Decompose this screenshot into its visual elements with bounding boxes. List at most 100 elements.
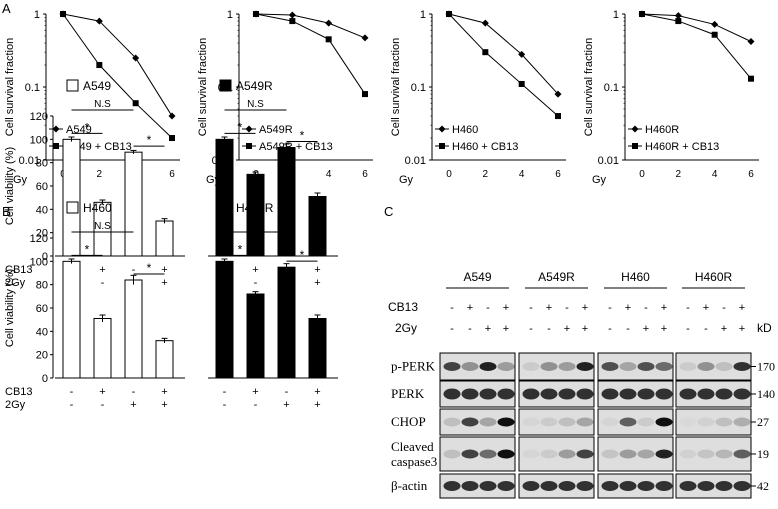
cell-line-label: A549R xyxy=(538,270,575,284)
blot-band xyxy=(576,388,594,400)
x-tick-label: 6 xyxy=(748,169,754,180)
blot-band xyxy=(637,417,655,427)
cb13-sign: - xyxy=(608,302,612,314)
sig-star: * xyxy=(147,261,152,275)
x-tick-label: 0 xyxy=(639,169,645,180)
blot-band xyxy=(461,449,479,459)
y-tick-label: 100 xyxy=(30,256,48,268)
cell-line-label: H460 xyxy=(621,270,650,284)
cb13-sign: + xyxy=(252,264,258,276)
gy-sign: + xyxy=(582,323,588,335)
kd-size-label: 170 xyxy=(757,360,775,374)
legend-swatch xyxy=(219,79,232,92)
row-label-cb13: CB13 xyxy=(388,300,418,314)
y-axis-label: Cell survival fraction xyxy=(197,38,209,136)
blot-band xyxy=(679,362,697,371)
blot-band xyxy=(558,362,576,371)
blot-band xyxy=(619,417,637,427)
blot-band xyxy=(655,417,673,427)
blot-band xyxy=(697,388,715,400)
gy-sign: + xyxy=(643,323,649,335)
data-point-square xyxy=(555,113,561,120)
bar xyxy=(155,220,174,257)
row-label-cb13: CB13 xyxy=(5,386,33,398)
cb13-sign: + xyxy=(625,302,631,314)
legend-marker-square xyxy=(246,143,252,149)
series-line xyxy=(62,13,173,117)
blot-band xyxy=(619,388,637,400)
kd-size-label: 19 xyxy=(757,447,769,461)
data-point-diamond xyxy=(325,19,333,27)
x-tick-label: 2 xyxy=(483,169,489,180)
blot-band xyxy=(679,481,697,491)
data-point-diamond xyxy=(554,90,562,98)
y-tick-label: 0.1 xyxy=(411,82,426,94)
cell-line-label: H460R xyxy=(695,270,733,284)
blot-band xyxy=(733,362,751,371)
y-tick-label: 80 xyxy=(36,280,48,292)
series-line xyxy=(641,13,752,42)
data-point-diamond xyxy=(288,11,296,19)
blot-band xyxy=(497,481,515,491)
gy-sign: - xyxy=(450,323,454,335)
legend-label: H460R xyxy=(645,124,679,136)
blot-band xyxy=(655,449,673,459)
legend-swatch xyxy=(219,201,232,214)
x-tick-label: 2 xyxy=(676,169,682,180)
data-point-square xyxy=(639,11,645,17)
gy-sign: - xyxy=(626,323,630,335)
sig-star: * xyxy=(85,242,90,256)
y-tick-label: 40 xyxy=(36,204,48,216)
blot-band xyxy=(619,449,637,459)
protein-label-line: PERK xyxy=(391,386,425,401)
data-point-square xyxy=(325,36,332,43)
blot-band xyxy=(679,388,697,400)
cb13-sign: - xyxy=(644,302,648,314)
survival-curves: 1 0.1 0.01 0 2 4 6 Gy Cell survival fraction A549… xyxy=(4,9,759,186)
gy-sign: + xyxy=(564,323,570,335)
protein-label: PERK xyxy=(391,386,425,401)
blot-band xyxy=(558,449,576,459)
x-tick-label: 6 xyxy=(169,169,175,180)
blot-band xyxy=(497,388,515,400)
panel-label-a: A xyxy=(2,1,11,16)
blot-band xyxy=(443,388,461,400)
y-tick-label: 120 xyxy=(30,233,48,245)
data-point-diamond xyxy=(674,12,682,20)
y-tick-label: 120 xyxy=(30,111,48,123)
y-axis-label: Cell survival fraction xyxy=(583,38,595,136)
legend-swatch xyxy=(66,201,79,214)
cb13-sign: - xyxy=(450,302,454,314)
y-tick-label: 0.01 xyxy=(405,155,426,167)
y-tick-label: 20 xyxy=(36,350,48,362)
legend-label: A549R + CB13 xyxy=(259,141,333,153)
blot-band xyxy=(479,417,497,427)
bar xyxy=(277,266,296,379)
series-line xyxy=(448,13,559,95)
blot-band xyxy=(540,417,558,427)
blot-band xyxy=(479,388,497,400)
cb13-sign: - xyxy=(722,302,726,314)
blot-band xyxy=(461,481,479,491)
row-label-2gy: 2Gy xyxy=(5,399,26,411)
row-label-2gy: 2Gy xyxy=(395,321,417,335)
sig-star: * xyxy=(300,248,305,262)
blot-band xyxy=(697,481,715,491)
data-point-diamond xyxy=(95,17,103,25)
y-tick-label: 0 xyxy=(42,251,48,263)
blot-band xyxy=(679,449,697,459)
legend-label: A549R xyxy=(259,124,293,136)
legend-label: A549R xyxy=(236,79,273,93)
cb13-sign: - xyxy=(486,302,490,314)
bar xyxy=(246,293,265,379)
survival-chart-4: 1 0.1 0.01 0 2 4 6 Gy Cell survival fraction H460… xyxy=(583,9,759,186)
bar xyxy=(155,340,174,379)
western-blot: A549 - - + - - + + + A549R - - + - - + + + H460 - - + - - + + + H46… xyxy=(388,270,775,499)
protein-label: CHOP xyxy=(391,414,426,429)
cb13-sign: + xyxy=(314,386,320,398)
legend-label: H460 xyxy=(452,124,478,136)
ns-label: N.S xyxy=(247,99,264,110)
cb13-sign: - xyxy=(223,386,227,398)
